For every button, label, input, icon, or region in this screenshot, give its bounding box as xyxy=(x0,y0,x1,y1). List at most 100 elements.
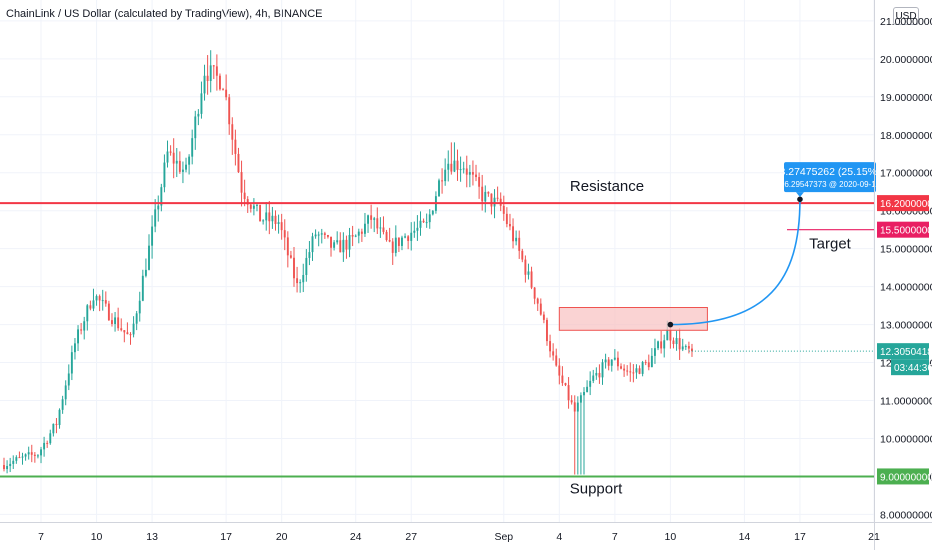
candle-body xyxy=(385,231,388,241)
candle-body xyxy=(212,65,215,67)
candle-body xyxy=(277,222,280,224)
candle-body xyxy=(6,466,9,470)
x-tick-label: 10 xyxy=(665,531,677,543)
y-tick-label: 11.00000000 xyxy=(880,396,932,408)
candle-body xyxy=(456,160,459,170)
candle-body xyxy=(178,160,181,172)
candle-body xyxy=(296,278,299,284)
x-tick-label: 20 xyxy=(276,531,288,543)
candle-body xyxy=(351,234,354,237)
candle-body xyxy=(280,222,283,231)
candle-body xyxy=(249,204,252,209)
candle-body xyxy=(370,215,373,220)
candle-body xyxy=(555,355,558,366)
candle-body xyxy=(490,193,493,207)
resistance-price-badge xyxy=(877,195,929,212)
candle-body xyxy=(481,186,484,202)
candle-body xyxy=(431,210,434,215)
candle-body xyxy=(83,321,86,331)
candle-body xyxy=(271,215,274,222)
candle-body xyxy=(117,317,120,329)
projection-end-dot xyxy=(797,196,803,203)
candle-body xyxy=(123,330,126,333)
chart-title: ChainLink / US Dollar (calculated by Tra… xyxy=(6,8,323,20)
candle-body xyxy=(111,320,113,324)
candle-body xyxy=(539,303,542,315)
candle-body xyxy=(209,65,212,82)
candle-body xyxy=(444,169,447,182)
candle-body xyxy=(219,75,221,90)
candle-body xyxy=(70,352,73,374)
projection-curve xyxy=(670,199,801,326)
candle-body xyxy=(191,138,194,157)
candle-body xyxy=(336,240,339,243)
y-tick-label: 17.00000000 xyxy=(880,168,932,180)
x-tick-label: 17 xyxy=(794,531,806,543)
candle-body xyxy=(342,239,345,253)
candle-body xyxy=(512,226,514,242)
candle-body xyxy=(256,204,258,206)
candle-body xyxy=(181,169,184,172)
candle-body xyxy=(240,172,243,193)
candle-body xyxy=(549,341,552,352)
candle-body xyxy=(33,454,36,456)
candle-body xyxy=(9,463,12,467)
candle-body xyxy=(419,220,422,228)
candle-body xyxy=(185,164,187,170)
candle-body xyxy=(265,212,268,221)
candle-body xyxy=(43,442,46,450)
currency-button[interactable]: USD xyxy=(893,7,919,25)
candle-body xyxy=(24,454,27,457)
candle-body xyxy=(484,191,487,202)
candle-body xyxy=(326,234,329,237)
candle-body xyxy=(675,338,678,345)
projection-callout xyxy=(784,162,876,193)
candle-body xyxy=(314,234,317,237)
candle-body xyxy=(527,271,530,275)
candle-body xyxy=(669,329,672,341)
candle-body xyxy=(27,452,30,455)
candle-body xyxy=(333,242,336,248)
y-tick-label: 13.00000000 xyxy=(880,320,932,332)
candle-body xyxy=(231,124,234,140)
candle-body xyxy=(215,66,218,76)
candle-body xyxy=(691,348,693,352)
y-tick-label: 10.00000000 xyxy=(880,433,932,445)
candle-body xyxy=(505,213,508,225)
candle-body xyxy=(650,355,653,368)
candle-body xyxy=(129,334,132,336)
candle-body xyxy=(647,362,650,368)
candle-body xyxy=(289,255,292,258)
candle-body xyxy=(308,252,311,258)
current-price-badge xyxy=(877,343,929,360)
candle-body xyxy=(672,340,675,345)
candle-body xyxy=(660,341,663,349)
candle-body xyxy=(357,231,360,236)
candle-body xyxy=(564,383,567,386)
candle-body xyxy=(166,151,169,163)
candle-body xyxy=(459,169,462,171)
candle-body xyxy=(246,199,249,205)
candle-body xyxy=(428,214,431,223)
support-label: Support xyxy=(570,480,623,497)
y-tick-label: 18.00000000 xyxy=(880,130,932,142)
candle-body xyxy=(687,346,690,349)
candle-body xyxy=(404,236,407,238)
candle-body xyxy=(382,227,385,232)
candle-body xyxy=(18,457,21,459)
candle-body xyxy=(407,236,410,241)
candle-body xyxy=(573,402,576,412)
candle-body xyxy=(12,460,15,464)
candle-body xyxy=(274,215,277,224)
candles xyxy=(3,50,693,475)
x-tick-label: 24 xyxy=(350,531,362,543)
candle-body xyxy=(626,370,629,372)
candle-body xyxy=(471,172,474,175)
candle-body xyxy=(629,371,632,373)
candle-body xyxy=(92,300,95,309)
candle-body xyxy=(126,332,129,335)
candle-body xyxy=(107,303,110,321)
candle-body xyxy=(644,362,647,364)
